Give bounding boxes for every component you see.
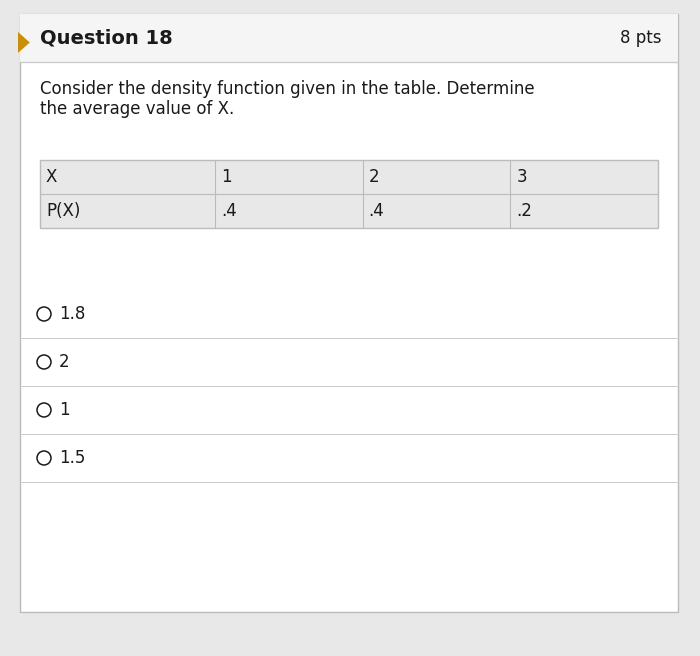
Text: .2: .2 xyxy=(517,202,532,220)
Polygon shape xyxy=(18,32,30,53)
Bar xyxy=(20,14,678,62)
Text: the average value of X.: the average value of X. xyxy=(40,100,235,118)
Text: .4: .4 xyxy=(221,202,237,220)
Text: 8 pts: 8 pts xyxy=(620,29,662,47)
Text: X: X xyxy=(46,168,57,186)
Text: 1.8: 1.8 xyxy=(59,305,85,323)
Text: 1.5: 1.5 xyxy=(59,449,85,467)
Text: .4: .4 xyxy=(369,202,384,220)
Text: 2: 2 xyxy=(369,168,379,186)
Text: 2: 2 xyxy=(59,353,69,371)
Text: 3: 3 xyxy=(517,168,527,186)
Text: Question 18: Question 18 xyxy=(40,28,173,47)
Text: Consider the density function given in the table. Determine: Consider the density function given in t… xyxy=(40,80,535,98)
Text: P(X): P(X) xyxy=(46,202,80,220)
Bar xyxy=(40,160,658,228)
Text: 1: 1 xyxy=(59,401,69,419)
Text: 1: 1 xyxy=(221,168,232,186)
